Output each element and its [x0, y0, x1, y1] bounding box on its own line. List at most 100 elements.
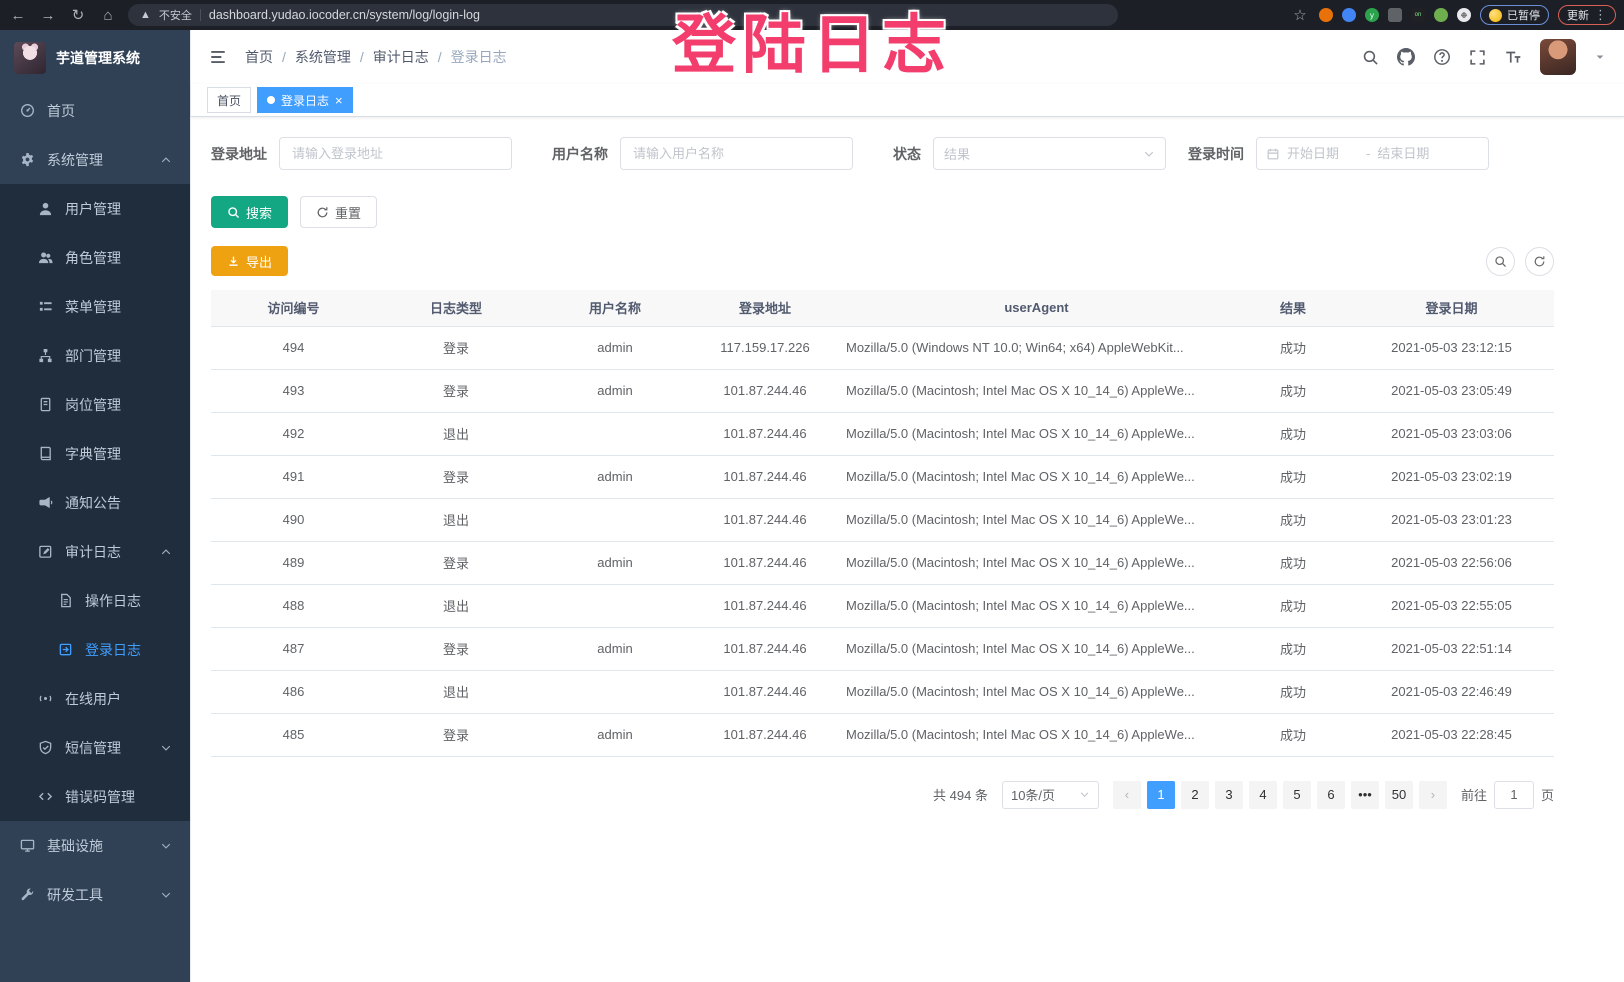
status-select[interactable]: 结果	[933, 137, 1166, 170]
address-input[interactable]	[279, 137, 512, 170]
sidebar-item-sms[interactable]: 短信管理	[0, 723, 190, 772]
column-header-日志类型[interactable]: 日志类型	[376, 290, 536, 327]
toggle-search-button[interactable]	[1486, 246, 1515, 276]
sidebar-item-infra[interactable]: 基础设施	[0, 821, 190, 870]
page-button-4[interactable]: 4	[1248, 780, 1277, 809]
next-page-button[interactable]: ›	[1418, 780, 1447, 809]
page-button-3[interactable]: 3	[1214, 780, 1243, 809]
search-form: 登录地址 用户名称 状态 结果 登录时间	[211, 137, 1554, 170]
sidebar-item-dev-tools[interactable]: 研发工具	[0, 870, 190, 919]
github-icon[interactable]	[1397, 48, 1415, 66]
date-end-input[interactable]	[1377, 146, 1450, 161]
export-button[interactable]: 导出	[211, 246, 289, 276]
table-row[interactable]: 485 登录 admin 101.87.244.46 Mozilla/5.0 (Maci…	[211, 713, 1554, 757]
refresh-table-button[interactable]	[1525, 246, 1554, 276]
refresh-icon	[316, 206, 329, 219]
table-row[interactable]: 494 登录 admin 117.159.17.226 Mozilla/5.0 (Win…	[211, 326, 1554, 370]
sidebar-item-depts[interactable]: 部门管理	[0, 331, 190, 380]
browser-reload-icon[interactable]: ↻	[71, 7, 85, 24]
fullscreen-icon[interactable]	[1469, 49, 1486, 66]
sidebar-item-online[interactable]: 在线用户	[0, 674, 190, 723]
user-avatar[interactable]	[1540, 39, 1576, 75]
close-icon[interactable]: ×	[335, 92, 343, 108]
paused-badge[interactable]: 已暂停	[1480, 5, 1549, 25]
table-row[interactable]: 492 退出 101.87.244.46 Mozilla/5.0 (Macintosh…	[211, 412, 1554, 456]
goto-page-input[interactable]	[1493, 780, 1534, 809]
page-button-6[interactable]: 6	[1316, 780, 1345, 809]
table-row[interactable]: 491 登录 admin 101.87.244.46 Mozilla/5.0 (Maci…	[211, 455, 1554, 499]
font-size-icon[interactable]	[1504, 48, 1522, 66]
table-row[interactable]: 488 退出 101.87.244.46 Mozilla/5.0 (Macintosh…	[211, 584, 1554, 628]
chevron-down-icon	[1143, 148, 1155, 160]
sidebar-item-posts[interactable]: 岗位管理	[0, 380, 190, 429]
column-header-访问编号[interactable]: 访问编号	[211, 290, 376, 327]
column-header-userAgent[interactable]: userAgent	[836, 290, 1237, 327]
extension-orange-icon[interactable]	[1319, 8, 1333, 22]
page-button-1[interactable]: 1	[1146, 780, 1175, 809]
browser-forward-icon[interactable]: →	[40, 6, 56, 24]
search-button[interactable]: 搜索	[211, 196, 289, 228]
table-row[interactable]: 489 登录 admin 101.87.244.46 Mozilla/5.0 (Maci…	[211, 541, 1554, 585]
table-row[interactable]: 487 登录 admin 101.87.244.46 Mozilla/5.0 (Maci…	[211, 627, 1554, 671]
cell-结果: 成功	[1237, 627, 1349, 671]
breadcrumb-item[interactable]: 系统管理	[294, 49, 351, 65]
bookmark-star-icon[interactable]: ☆	[1293, 7, 1307, 24]
address-bar[interactable]: ▲ 不安全 dashboard.yudao.iocoder.cn/system/…	[128, 4, 1118, 26]
app-logo[interactable]: 芋道管理系统	[0, 30, 190, 86]
column-header-登录地址[interactable]: 登录地址	[694, 290, 836, 327]
extension-green-icon[interactable]: y	[1365, 8, 1379, 22]
date-range-picker[interactable]: -	[1256, 137, 1489, 170]
sidebar-item-notice[interactable]: 通知公告	[0, 478, 190, 527]
prev-page-button[interactable]: ‹	[1112, 780, 1141, 809]
chevron-down-icon[interactable]	[1594, 51, 1606, 63]
tag-登录日志[interactable]: 登录日志 ×	[257, 87, 353, 113]
cell-用户名称	[536, 412, 694, 456]
reset-button[interactable]: 重置	[300, 196, 378, 228]
sidebar-item-system[interactable]: 系统管理	[0, 135, 190, 184]
search-icon[interactable]	[1362, 49, 1379, 66]
username-input[interactable]	[620, 137, 853, 170]
column-header-结果[interactable]: 结果	[1237, 290, 1349, 327]
browser-home-icon[interactable]: ⌂	[103, 6, 113, 24]
cell-userAgent: Mozilla/5.0 (Macintosh; Intel Mac OS X 1…	[836, 541, 1237, 585]
column-header-用户名称[interactable]: 用户名称	[536, 290, 694, 327]
cell-登录地址: 101.87.244.46	[694, 627, 836, 671]
sidebar-item-error-codes[interactable]: 错误码管理	[0, 772, 190, 821]
table-row[interactable]: 490 退出 101.87.244.46 Mozilla/5.0 (Macintosh…	[211, 498, 1554, 542]
sidebar-item-login-log[interactable]: 登录日志	[0, 625, 190, 674]
table-row[interactable]: 486 退出 101.87.244.46 Mozilla/5.0 (Macintosh…	[211, 670, 1554, 714]
column-header-登录日期[interactable]: 登录日期	[1349, 290, 1554, 327]
extension-grid-icon[interactable]	[1388, 8, 1402, 22]
page-button-2[interactable]: 2	[1180, 780, 1209, 809]
browser-menu-dots-icon[interactable]: ⋮	[1594, 7, 1607, 22]
page-button-5[interactable]: 5	[1282, 780, 1311, 809]
tag-首页[interactable]: 首页	[207, 87, 252, 113]
help-icon[interactable]	[1433, 48, 1451, 66]
sidebar-item-roles[interactable]: 角色管理	[0, 233, 190, 282]
table-row[interactable]: 493 登录 admin 101.87.244.46 Mozilla/5.0 (Maci…	[211, 369, 1554, 413]
hamburger-icon[interactable]	[209, 48, 227, 66]
page-size-select[interactable]: 10条/页	[1001, 780, 1099, 809]
sidebar-item-menus[interactable]: 菜单管理	[0, 282, 190, 331]
cell-日志类型: 退出	[376, 498, 536, 542]
breadcrumb-item[interactable]: 审计日志	[372, 49, 429, 65]
extension-blue-shield-icon[interactable]	[1342, 8, 1356, 22]
update-button[interactable]: 更新 ⋮	[1558, 5, 1616, 25]
date-start-input[interactable]	[1287, 146, 1359, 161]
sidebar-item-users[interactable]: 用户管理	[0, 184, 190, 233]
extension-leaf-icon[interactable]	[1434, 8, 1448, 22]
breadcrumb-item[interactable]: 首页	[245, 49, 273, 65]
extension-paw-icon[interactable]: ❉	[1457, 8, 1471, 22]
users-icon	[38, 250, 53, 265]
browser-back-icon[interactable]: ←	[10, 6, 26, 24]
chevron-down-icon	[160, 840, 172, 852]
sidebar-item-dicts[interactable]: 字典管理	[0, 429, 190, 478]
cell-userAgent: Mozilla/5.0 (Macintosh; Intel Mac OS X 1…	[836, 627, 1237, 671]
sidebar-item-audit-log[interactable]: 审计日志	[0, 527, 190, 576]
sidebar-item-op-log[interactable]: 操作日志	[0, 576, 190, 625]
page-button-50[interactable]: 50	[1384, 780, 1413, 809]
sidebar-item-label: 短信管理	[65, 739, 121, 756]
cell-访问编号: 485	[211, 713, 376, 757]
extension-on-icon[interactable]: on	[1411, 8, 1425, 22]
sidebar-item-home[interactable]: 首页	[0, 86, 190, 135]
